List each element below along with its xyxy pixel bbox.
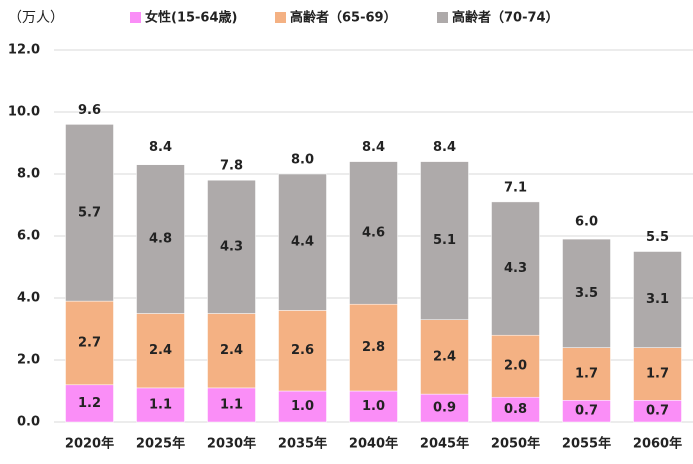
x-tick-label: 2035年: [278, 436, 327, 452]
value-label: 5.1: [433, 233, 456, 248]
x-tick-label: 2060年: [633, 436, 682, 452]
value-label: 1.2: [78, 396, 101, 411]
total-label: 7.8: [220, 159, 243, 174]
bar-segment: [633, 251, 682, 348]
value-label: 5.7: [78, 205, 101, 220]
value-label: 2.4: [220, 343, 243, 358]
bar-segment: [278, 390, 327, 423]
y-tick-label: 6.0: [17, 229, 40, 244]
value-label: 0.7: [646, 404, 669, 419]
x-tick-label: 2055年: [562, 436, 611, 452]
bar-segment: [65, 124, 114, 302]
bar-segment: [420, 161, 469, 320]
legend-label: 高齢者（70-74）: [452, 10, 559, 26]
value-label: 4.4: [291, 235, 314, 250]
bar-segment: [207, 179, 256, 314]
bar-segment: [562, 238, 611, 348]
bar-segment: [278, 310, 327, 392]
y-tick-label: 4.0: [17, 291, 40, 306]
legend-swatch: [275, 12, 286, 23]
value-label: 4.3: [504, 261, 527, 276]
value-label: 2.0: [504, 359, 527, 374]
value-label: 1.7: [646, 366, 669, 381]
bar-segment: [633, 347, 682, 401]
value-label: 1.1: [220, 397, 243, 412]
total-label: 8.4: [149, 140, 172, 155]
value-label: 2.8: [362, 340, 385, 355]
total-label: 9.6: [78, 103, 101, 118]
y-tick-label: 0.0: [17, 415, 40, 430]
y-tick-label: 12.0: [8, 43, 40, 58]
bar-segment: [491, 201, 540, 336]
y-tick-label: 8.0: [17, 167, 40, 182]
bar-segment: [349, 390, 398, 423]
total-label: 8.4: [433, 140, 456, 155]
bar-segment: [420, 393, 469, 423]
y-tick-label: 2.0: [17, 353, 40, 368]
y-axis-label: （万人）: [8, 10, 64, 26]
x-tick-label: 2025年: [136, 436, 185, 452]
legend-swatch: [437, 12, 448, 23]
total-label: 7.1: [504, 180, 527, 195]
x-tick-label: 2020年: [65, 436, 114, 452]
value-label: 2.4: [433, 349, 456, 364]
bar-segment: [207, 313, 256, 389]
x-tick-label: 2045年: [420, 436, 469, 452]
bar-segment: [420, 319, 469, 395]
bar-segment: [349, 161, 398, 305]
total-label: 8.0: [291, 153, 314, 168]
total-label: 6.0: [575, 215, 598, 230]
legend-label: 高齢者（65-69）: [290, 10, 397, 26]
value-label: 1.7: [575, 366, 598, 381]
value-label: 0.7: [575, 404, 598, 419]
bar-segment: [562, 347, 611, 401]
bar-segment: [491, 334, 540, 398]
bar-segment: [136, 164, 185, 314]
value-label: 2.7: [78, 335, 101, 350]
value-label: 0.8: [504, 402, 527, 417]
value-label: 1.0: [291, 399, 314, 414]
value-label: 4.8: [149, 232, 172, 247]
bar-segment: [349, 303, 398, 392]
value-label: 1.1: [149, 397, 172, 412]
value-label: 4.6: [362, 225, 385, 240]
value-label: 2.6: [291, 343, 314, 358]
bar-segment: [491, 396, 540, 423]
legend-label: 女性(15-64歳): [145, 10, 237, 26]
value-label: 1.0: [362, 399, 385, 414]
x-tick-label: 2040年: [349, 436, 398, 452]
x-tick-label: 2050年: [491, 436, 540, 452]
legend-swatch: [130, 12, 141, 23]
bar-segment: [278, 173, 327, 311]
bar-segment: [136, 313, 185, 389]
bar-segment: [207, 387, 256, 423]
x-tick-label: 2030年: [207, 436, 256, 452]
bar-segment: [65, 300, 114, 386]
bar-segment: [136, 387, 185, 423]
total-label: 5.5: [646, 230, 669, 245]
value-label: 4.3: [220, 239, 243, 254]
value-label: 3.1: [646, 292, 669, 307]
bar-segment: [65, 384, 114, 423]
value-label: 0.9: [433, 401, 456, 416]
value-label: 3.5: [575, 286, 598, 301]
total-label: 8.4: [362, 140, 385, 155]
value-label: 2.4: [149, 343, 172, 358]
y-tick-label: 10.0: [8, 105, 40, 120]
